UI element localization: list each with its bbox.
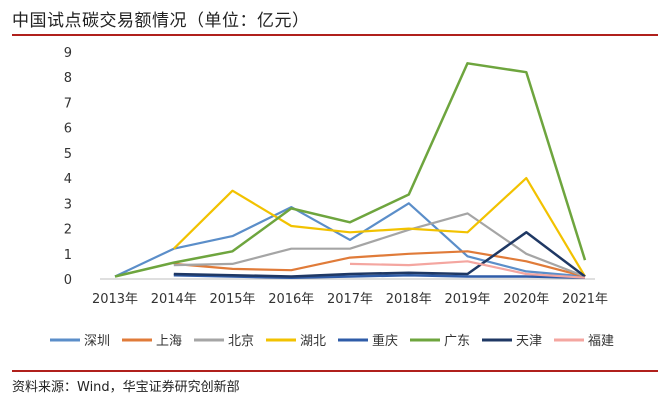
x-tick-label: 2017年: [327, 292, 373, 307]
x-tick-label: 2015年: [209, 292, 255, 307]
y-tick-label: 1: [64, 248, 72, 263]
x-tick-label: 2016年: [268, 292, 314, 307]
legend-label: 上海: [156, 334, 182, 349]
y-tick-label: 8: [64, 71, 72, 86]
x-axis: 2013年 2014年 2015年 2016年 2017年 2018年 2019年 2020年…: [92, 278, 608, 307]
y-tick-label: 5: [64, 147, 72, 162]
series-line-7: [349, 260, 586, 279]
x-tick-label: 2019年: [444, 292, 490, 307]
legend-label: 深圳: [84, 334, 110, 349]
series-line-3: [173, 177, 586, 278]
y-tick-label: 7: [64, 96, 72, 111]
series-line-1: [173, 250, 586, 278]
x-tick-label: 2021年: [562, 292, 608, 307]
source-note: 资料来源：Wind，华宝证券研究创新部: [12, 380, 240, 395]
legend-label: 福建: [588, 334, 614, 349]
x-tick-label: 2014年: [151, 292, 197, 307]
legend-label: 北京: [228, 334, 254, 349]
x-tick-label: 2013年: [92, 292, 138, 307]
series-line-2: [173, 212, 586, 278]
legend-label: 天津: [516, 334, 542, 349]
y-tick-label: 2: [64, 223, 72, 238]
y-tick-label: 4: [64, 172, 72, 187]
source-divider: [12, 370, 658, 372]
legend-label: 湖北: [300, 334, 326, 349]
legend: 深圳 上海 北京 湖北 重庆 广东 天津 福建: [50, 333, 614, 349]
x-tick-label: 2020年: [503, 292, 549, 307]
y-tick-label: 0: [64, 273, 72, 288]
series-lines: [114, 62, 587, 279]
title-divider: [12, 34, 658, 36]
series-line-0: [114, 202, 586, 278]
legend-label: 重庆: [372, 333, 398, 349]
y-axis: 0 1 2 3 4 5 6 7 8 9: [64, 46, 72, 288]
series-line-4: [173, 273, 586, 279]
y-tick-label: 3: [64, 197, 72, 212]
y-tick-label: 6: [64, 122, 72, 137]
series-line-6: [173, 231, 586, 278]
x-tick-label: 2018年: [386, 292, 432, 307]
y-tick-label: 9: [64, 46, 72, 61]
legend-label: 广东: [444, 334, 470, 349]
series-line-5: [114, 62, 587, 278]
chart-title: 中国试点碳交易额情况（单位：亿元）: [12, 11, 310, 31]
